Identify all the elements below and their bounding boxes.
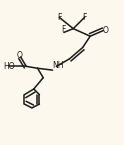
Text: HO: HO <box>3 62 15 71</box>
Text: O: O <box>103 26 109 35</box>
Text: F: F <box>57 13 61 22</box>
Text: F: F <box>62 25 66 34</box>
Text: F: F <box>82 13 87 22</box>
Text: O: O <box>16 51 22 60</box>
Text: NH: NH <box>52 61 63 70</box>
